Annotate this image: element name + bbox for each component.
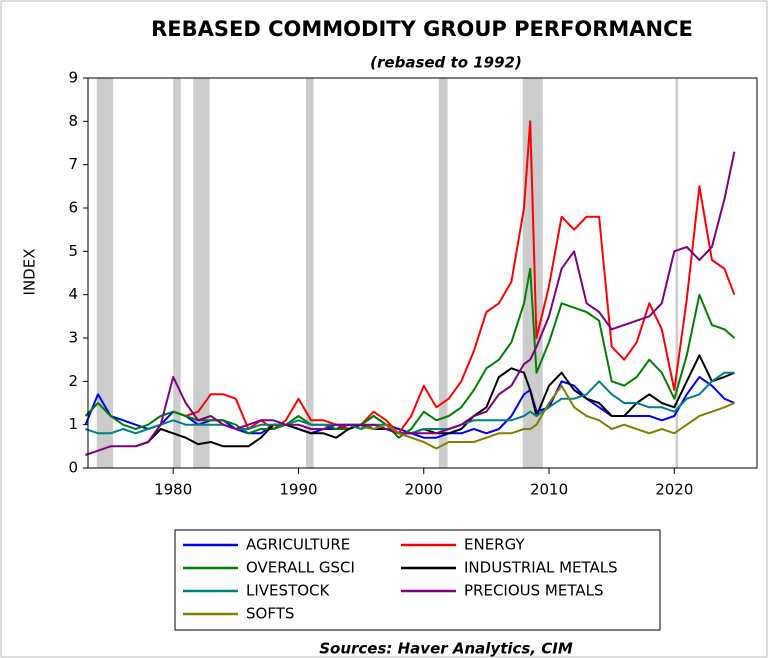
- x-tick-label: 2020: [655, 481, 693, 499]
- legend-box: [174, 529, 661, 631]
- chart-subtitle: (rebased to 1992): [370, 54, 522, 72]
- series-line: [84, 267, 736, 439]
- series-line: [360, 384, 735, 450]
- y-tick-label: 2: [68, 372, 78, 390]
- legend-label: LIVESTOCK: [246, 582, 330, 600]
- legend-label: INDUSTRIAL METALS: [464, 559, 618, 577]
- y-tick-label: 3: [68, 329, 78, 347]
- recession-band: [96, 78, 114, 468]
- legend-label: AGRICULTURE: [246, 536, 350, 554]
- y-tick-label: 8: [68, 112, 78, 130]
- plot-area: [88, 78, 757, 468]
- series-line: [85, 371, 735, 435]
- y-axis-label: INDEX: [21, 249, 39, 296]
- series-line: [135, 354, 735, 448]
- recession-band: [193, 78, 210, 468]
- series-line: [84, 376, 735, 439]
- y-tick-label: 6: [68, 199, 78, 217]
- plot-border: [87, 77, 758, 469]
- legend-label: PRECIOUS METALS: [464, 582, 603, 600]
- x-tick-label: 2000: [405, 481, 443, 499]
- legend-label: ENERGY: [464, 536, 525, 554]
- recession-band: [438, 78, 448, 468]
- y-tick-label: 9: [68, 69, 78, 87]
- x-tick-label: 1990: [279, 481, 317, 499]
- legend-label: OVERALL GSCI: [246, 559, 355, 577]
- recession-band: [305, 78, 314, 468]
- x-tick-label: 2010: [530, 481, 568, 499]
- y-tick-label: 4: [68, 285, 78, 303]
- legend-label: SOFTS: [246, 605, 294, 623]
- y-tick-label: 5: [68, 242, 78, 260]
- y-tick-label: 1: [68, 415, 78, 433]
- source: Sources: Haver Analytics, CIM: [319, 640, 573, 658]
- recession-band: [675, 78, 679, 468]
- x-tick-label: 1980: [154, 481, 192, 499]
- y-tick-label: 0: [68, 459, 78, 477]
- recession-band: [173, 78, 181, 468]
- series-line: [85, 151, 736, 456]
- y-tick-label: 7: [68, 155, 78, 173]
- chart-title: REBASED COMMODITY GROUP PERFORMANCE: [151, 17, 693, 41]
